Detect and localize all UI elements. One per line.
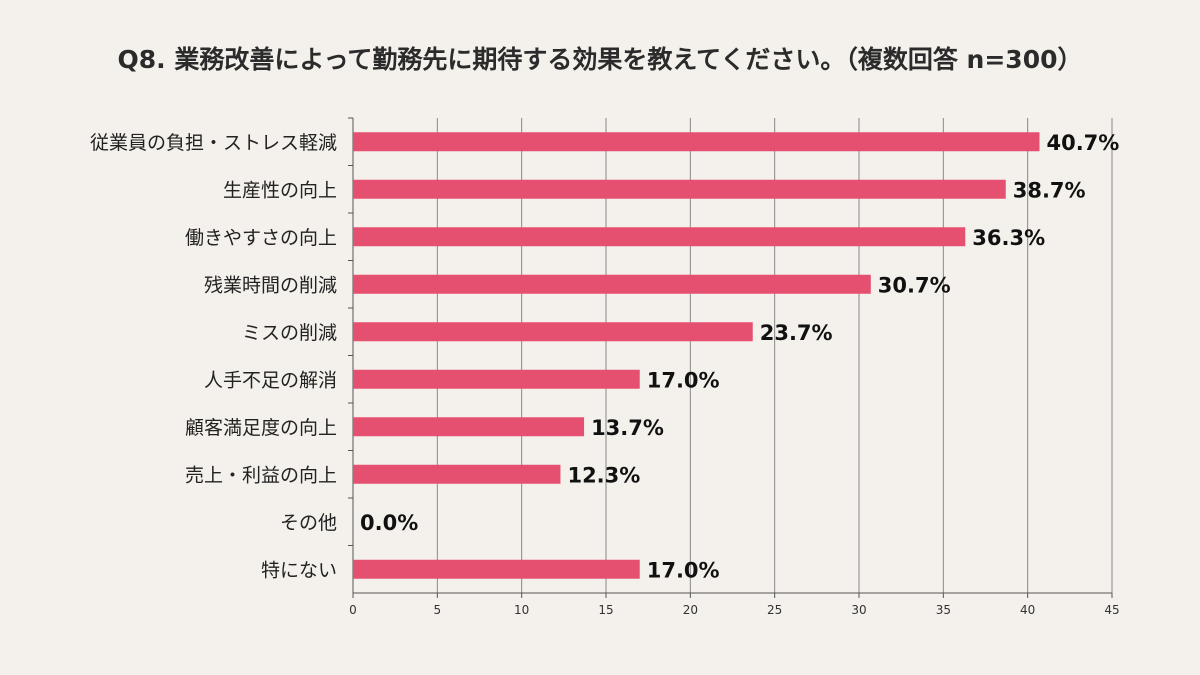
category-label: 働きやすさの向上: [185, 227, 337, 249]
x-tick-label: 10: [514, 603, 529, 617]
x-tick-label: 35: [936, 603, 951, 617]
bar: [353, 227, 966, 247]
value-label: 38.7%: [1013, 178, 1086, 202]
x-tick-label: 30: [851, 603, 866, 617]
value-label: 0.0%: [360, 511, 418, 535]
bar: [353, 369, 640, 389]
x-tick-label: 0: [349, 603, 357, 617]
value-label: 40.7%: [1046, 131, 1119, 155]
x-tick-label: 15: [598, 603, 613, 617]
bar: [353, 274, 871, 294]
category-label: 顧客満足度の向上: [185, 417, 337, 439]
bar: [353, 179, 1006, 199]
value-label: 17.0%: [647, 368, 720, 392]
bar: [353, 132, 1040, 152]
category-label: 生産性の向上: [223, 179, 337, 201]
x-tick-label: 20: [683, 603, 698, 617]
chart-title: Q8. 業務改善によって勤務先に期待する効果を教えてください。（複数回答 n=3…: [117, 45, 1083, 74]
bar: [353, 464, 561, 484]
category-label: 従業員の負担・ストレス軽減: [90, 132, 337, 154]
bar: [353, 417, 585, 437]
x-tick-label: 40: [1020, 603, 1035, 617]
x-tick-label: 25: [767, 603, 782, 617]
value-label: 12.3%: [567, 463, 640, 487]
x-tick-label: 5: [434, 603, 442, 617]
value-label: 17.0%: [647, 558, 720, 582]
value-label: 36.3%: [972, 226, 1045, 250]
value-label: 23.7%: [760, 321, 833, 345]
x-tick-label: 45: [1104, 603, 1119, 617]
bar: [353, 322, 753, 342]
category-label: 売上・利益の向上: [185, 464, 337, 486]
category-label: その他: [280, 512, 337, 534]
category-label: 特にない: [261, 559, 337, 581]
category-label: 残業時間の削減: [204, 274, 337, 296]
category-label: ミスの削減: [242, 322, 337, 344]
category-label: 人手不足の解消: [204, 369, 337, 391]
value-label: 30.7%: [878, 273, 951, 297]
value-label: 13.7%: [591, 416, 664, 440]
bar: [353, 559, 640, 579]
